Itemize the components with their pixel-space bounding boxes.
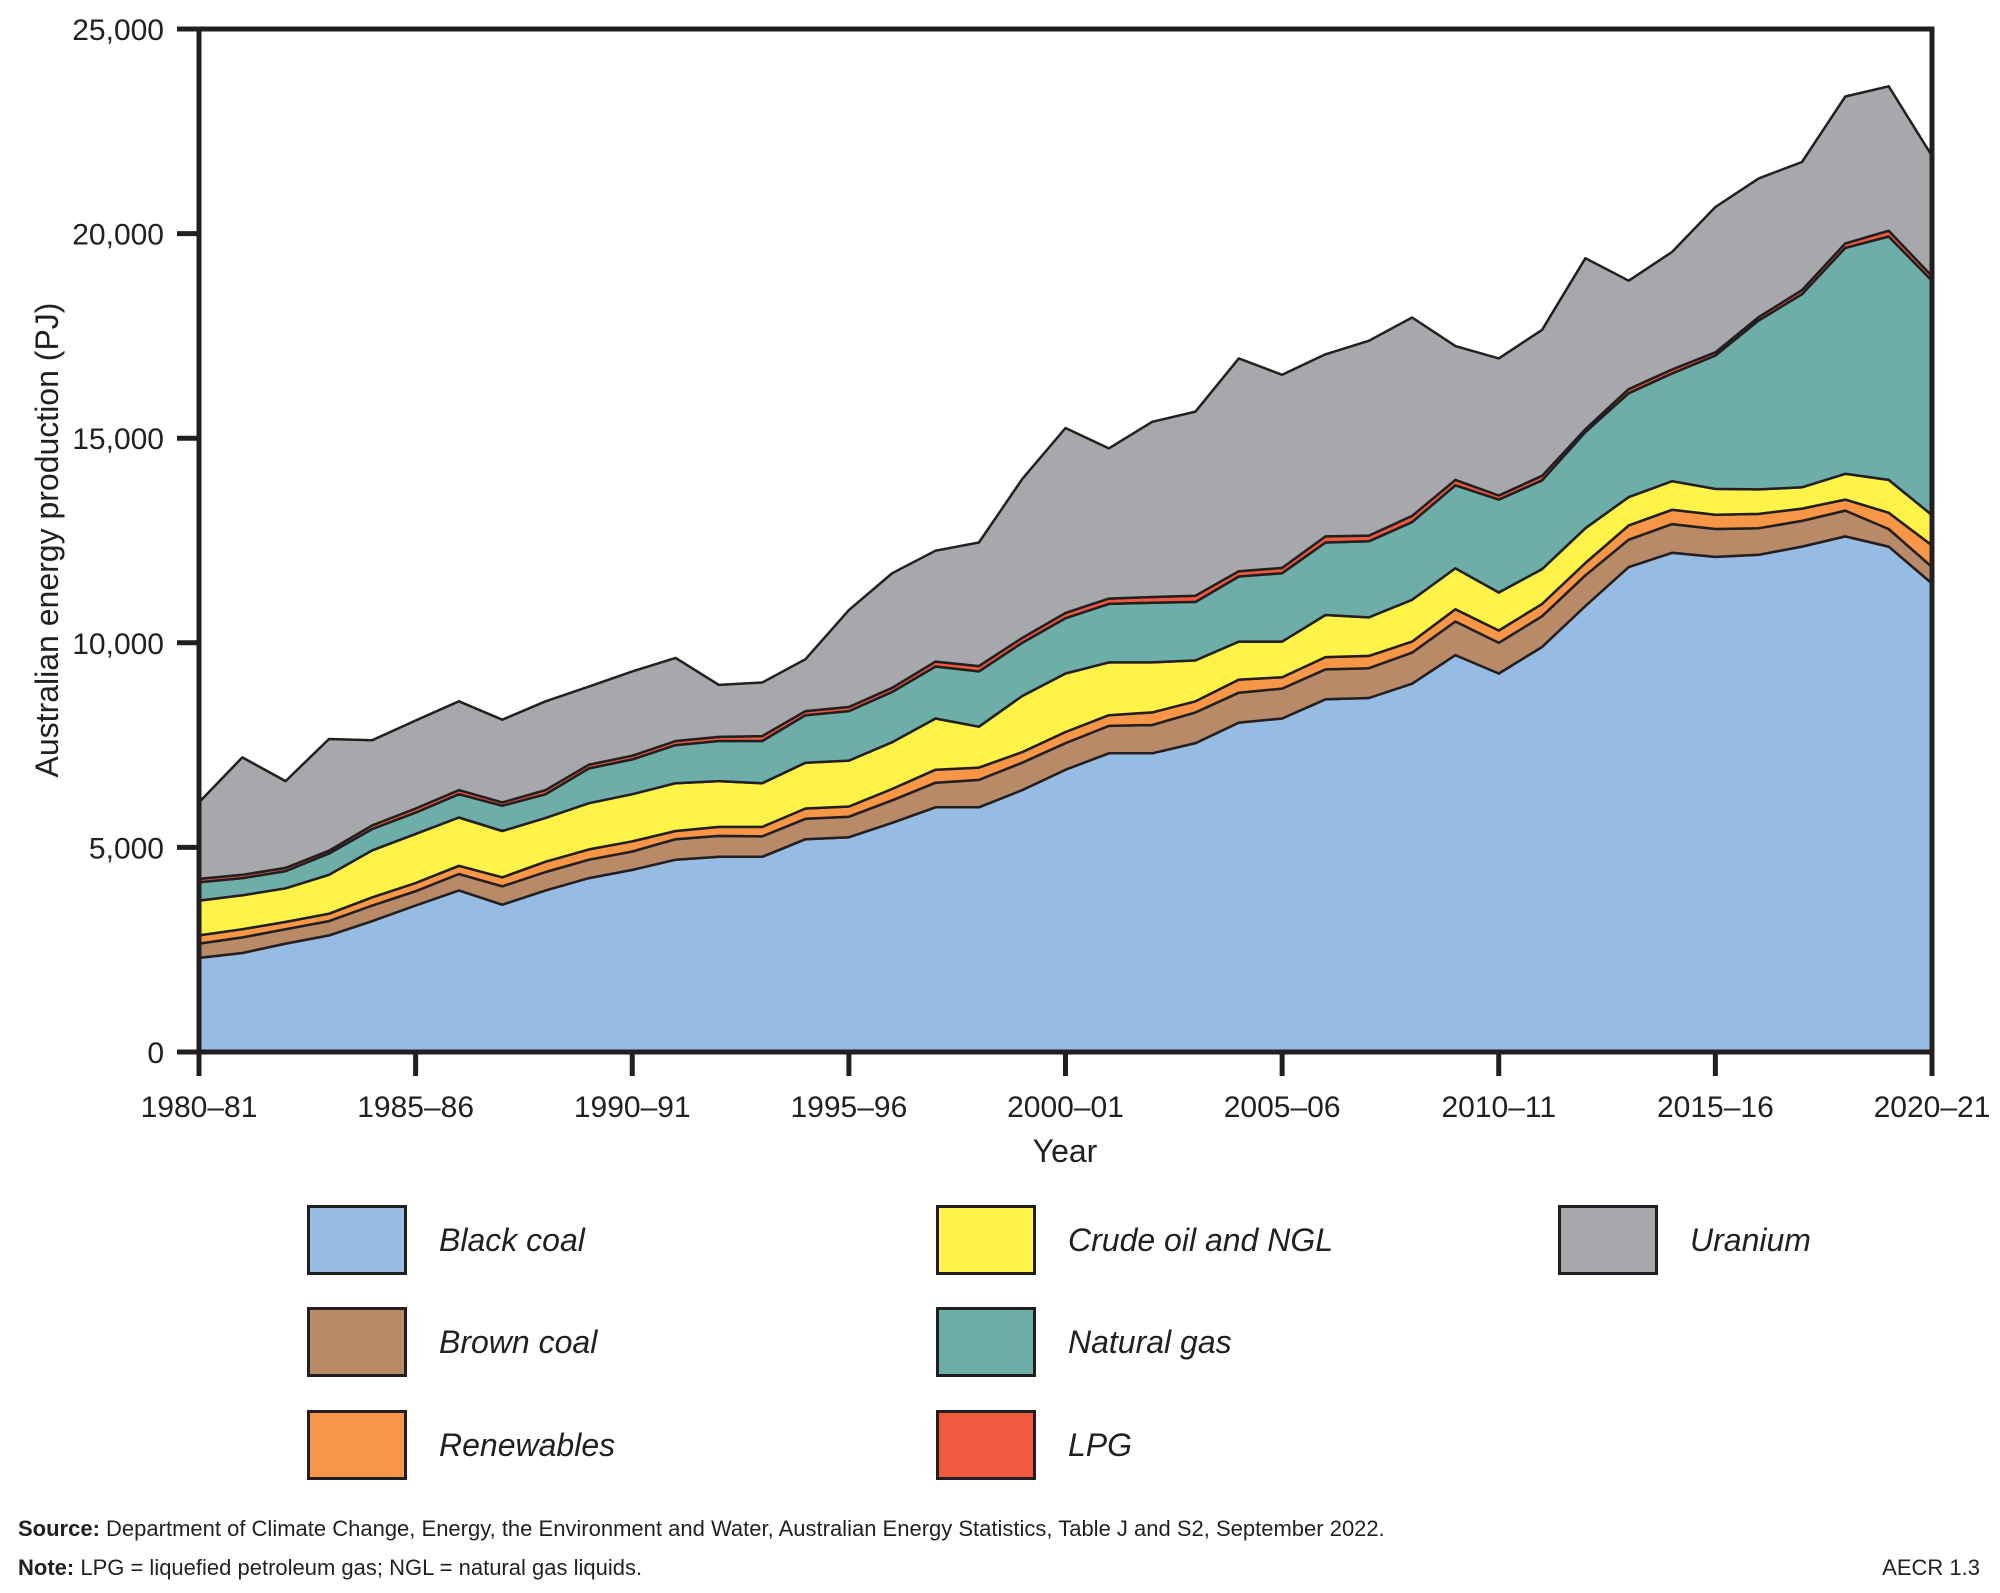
x-tick-label: 2020–21 [1874,1091,1991,1124]
area-layers [197,85,1934,1054]
y-tick-label: 10,000 [72,628,164,661]
note-text: LPG = liquefied petroleum gas; NGL = nat… [74,1555,643,1580]
legend-label: LPG [1068,1426,1133,1463]
stacked-area-chart: 0 5,000 10,000 15,000 20,000 25,000 1980–81 198… [29,14,1990,1169]
legend-label: Black coal [439,1221,585,1258]
note-label: Note: [18,1555,75,1580]
x-tick-label: 2010–11 [1441,1091,1556,1124]
x-tick-label: 1985–86 [357,1091,474,1124]
legend-item-natural-gas: Natural gas [936,1307,1232,1377]
y-tick-label: 20,000 [72,219,164,252]
source-note: Source: Department of Climate Change, En… [18,1516,1385,1542]
legend-item-renewables: Renewables [307,1410,615,1480]
x-tick-label: 2000–01 [1007,1091,1124,1124]
legend-item-brown-coal: Brown coal [307,1307,597,1377]
source-label: Source: [18,1516,100,1541]
legend-item-lpg: LPG [936,1410,1132,1480]
legend-swatch-brown-coal [307,1307,407,1377]
legend-item-uranium: Uranium [1558,1205,1811,1275]
x-tick-label: 1980–81 [141,1091,258,1124]
legend-label: Uranium [1690,1221,1811,1258]
axes: 0 5,000 10,000 15,000 20,000 25,000 1980–81 198… [72,14,1990,1124]
legend-item-crude-oil-ngl: Crude oil and NGL [936,1205,1333,1275]
legend-swatch-crude-oil-ngl [936,1205,1036,1275]
legend-item-black-coal: Black coal [307,1205,585,1275]
legend-swatch-uranium [1558,1205,1658,1275]
legend-swatch-lpg [936,1410,1036,1480]
legend-swatch-black-coal [307,1205,407,1275]
abbreviation-note: Note: LPG = liquefied petroleum gas; NGL… [18,1555,642,1581]
legend-label: Brown coal [439,1323,598,1360]
x-tick-label: 2015–16 [1657,1091,1774,1124]
y-axis-title: Australian energy production (PJ) [29,303,65,778]
y-tick-label: 5,000 [89,832,164,865]
figure-id: AECR 1.3 [1882,1555,1980,1580]
legend-label: Crude oil and NGL [1068,1221,1334,1258]
x-tick-label: 1995–96 [790,1091,907,1124]
y-tick-label: 25,000 [72,14,164,47]
legend-swatch-renewables [307,1410,407,1480]
source-text: Department of Climate Change, Energy, th… [99,1516,1385,1541]
y-tick-label: 15,000 [72,423,164,456]
legend-label: Renewables [439,1426,616,1463]
x-tick-label: 2005–06 [1224,1091,1341,1124]
legend-swatch-natural-gas [936,1307,1036,1377]
x-tick-label: 1990–91 [574,1091,691,1124]
y-tick-label: 0 [147,1037,164,1070]
legend-label: Natural gas [1068,1323,1232,1360]
x-axis-title: Year [1033,1133,1098,1169]
